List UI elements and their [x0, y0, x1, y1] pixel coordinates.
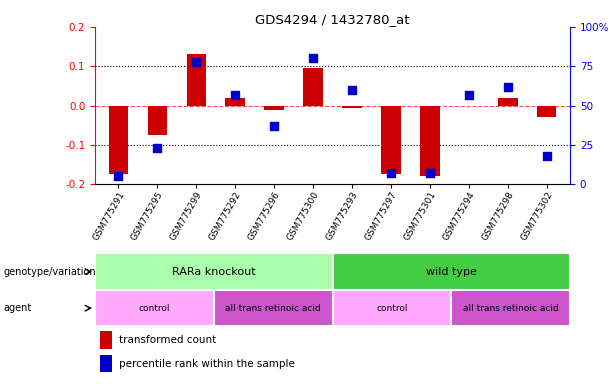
- Point: [113, 174, 123, 180]
- Bar: [226, 98, 245, 106]
- Title: GDS4294 / 1432780_at: GDS4294 / 1432780_at: [255, 13, 410, 26]
- Bar: [537, 106, 557, 118]
- Bar: [95, 290, 214, 326]
- Point: [153, 145, 162, 151]
- Text: genotype/variation: genotype/variation: [3, 266, 96, 277]
- Bar: [100, 331, 112, 349]
- Bar: [498, 98, 517, 106]
- Bar: [148, 106, 167, 135]
- Bar: [303, 68, 323, 106]
- Text: control: control: [376, 304, 408, 313]
- Text: agent: agent: [3, 303, 31, 313]
- Bar: [109, 106, 128, 174]
- Text: percentile rank within the sample: percentile rank within the sample: [119, 359, 295, 369]
- Text: all trans retinoic acid: all trans retinoic acid: [463, 304, 558, 313]
- Point: [347, 87, 357, 93]
- Bar: [333, 290, 451, 326]
- Bar: [95, 253, 333, 290]
- Bar: [333, 253, 570, 290]
- Text: RARa knockout: RARa knockout: [172, 266, 256, 277]
- Text: all trans retinoic acid: all trans retinoic acid: [226, 304, 321, 313]
- Point: [542, 153, 552, 159]
- Bar: [264, 106, 284, 109]
- Point: [425, 170, 435, 176]
- Point: [464, 91, 474, 98]
- Point: [191, 58, 201, 65]
- Point: [308, 55, 318, 61]
- Point: [269, 123, 279, 129]
- Point: [230, 91, 240, 98]
- Bar: [381, 106, 401, 174]
- Text: wild type: wild type: [426, 266, 477, 277]
- Bar: [451, 290, 570, 326]
- Bar: [186, 55, 206, 106]
- Bar: [342, 106, 362, 108]
- Point: [386, 170, 396, 176]
- Bar: [214, 290, 333, 326]
- Bar: [100, 355, 112, 372]
- Text: control: control: [139, 304, 170, 313]
- Bar: [420, 106, 440, 177]
- Text: transformed count: transformed count: [119, 335, 216, 345]
- Point: [503, 84, 512, 90]
